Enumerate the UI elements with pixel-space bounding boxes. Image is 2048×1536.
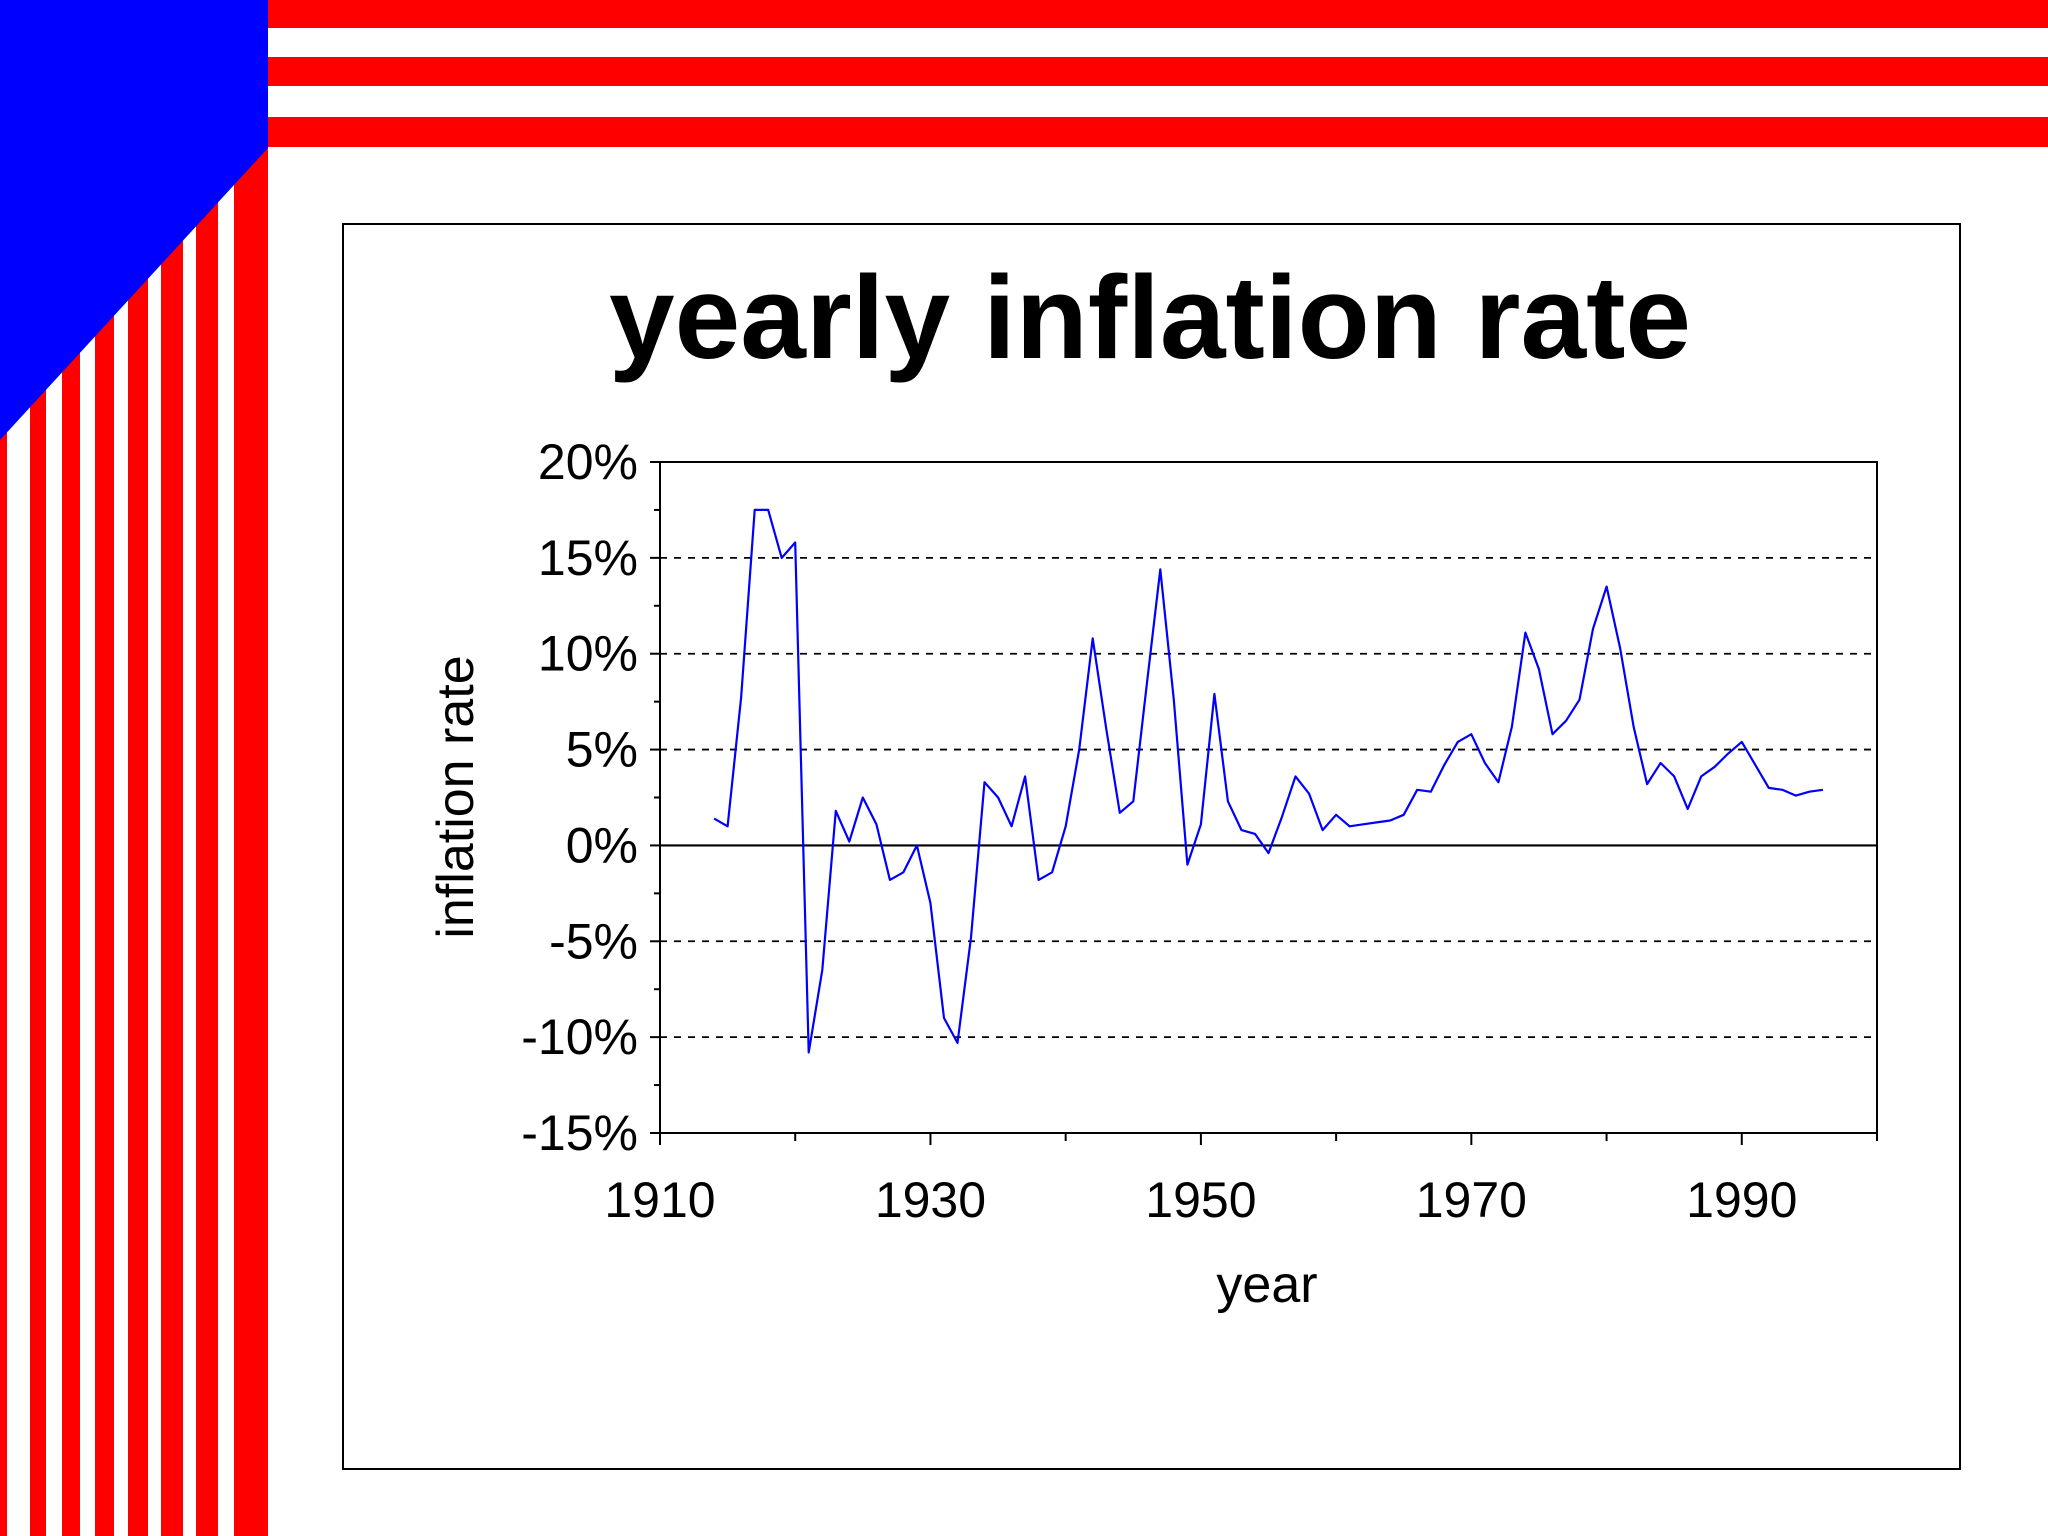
top-stripes [268, 0, 2048, 147]
y-tick-label: 5% [566, 722, 638, 778]
series-line-inflation [713, 508, 1824, 1054]
left-stripe-0 [0, 0, 7, 1536]
y-tick-label: -10% [521, 1009, 638, 1065]
y-tick-label: 15% [538, 530, 638, 586]
blue-canton [0, 0, 268, 440]
left-stripe-5 [161, 0, 183, 1536]
x-tick-label: 1990 [1686, 1172, 1797, 1228]
x-tick-labels: 1910 1930 1950 1970 1990 [604, 1172, 1797, 1228]
grid-lines [660, 556, 1877, 1039]
y-tick-label: 0% [566, 817, 638, 873]
x-axis-ticks [659, 1133, 1878, 1145]
y-tick-labels: 20% 15% 10% 5% 0% -5% -10% -15% [521, 434, 638, 1161]
x-tick-label: 1970 [1416, 1172, 1527, 1228]
x-tick-label: 1950 [1145, 1172, 1256, 1228]
left-stripe-4 [128, 0, 148, 1536]
plot-area-border [659, 461, 1878, 1134]
left-stripe-6 [196, 0, 218, 1536]
y-axis-label: inflation rate [427, 655, 485, 938]
y-tick-label: 10% [538, 626, 638, 682]
x-tick-label: 1910 [604, 1172, 715, 1228]
y-tick-label: -5% [549, 913, 638, 969]
x-tick-label: 1930 [875, 1172, 986, 1228]
left-stripe-2 [62, 0, 80, 1536]
y-tick-label: 20% [538, 434, 638, 490]
y-tick-label: -15% [521, 1105, 638, 1161]
left-stripe-3 [95, 0, 114, 1536]
y-axis-ticks [650, 461, 660, 1134]
left-stripe-7 [234, 0, 268, 1536]
chart-title: yearly inflation rate [609, 252, 1691, 384]
x-axis-label: year [1216, 1256, 1317, 1314]
